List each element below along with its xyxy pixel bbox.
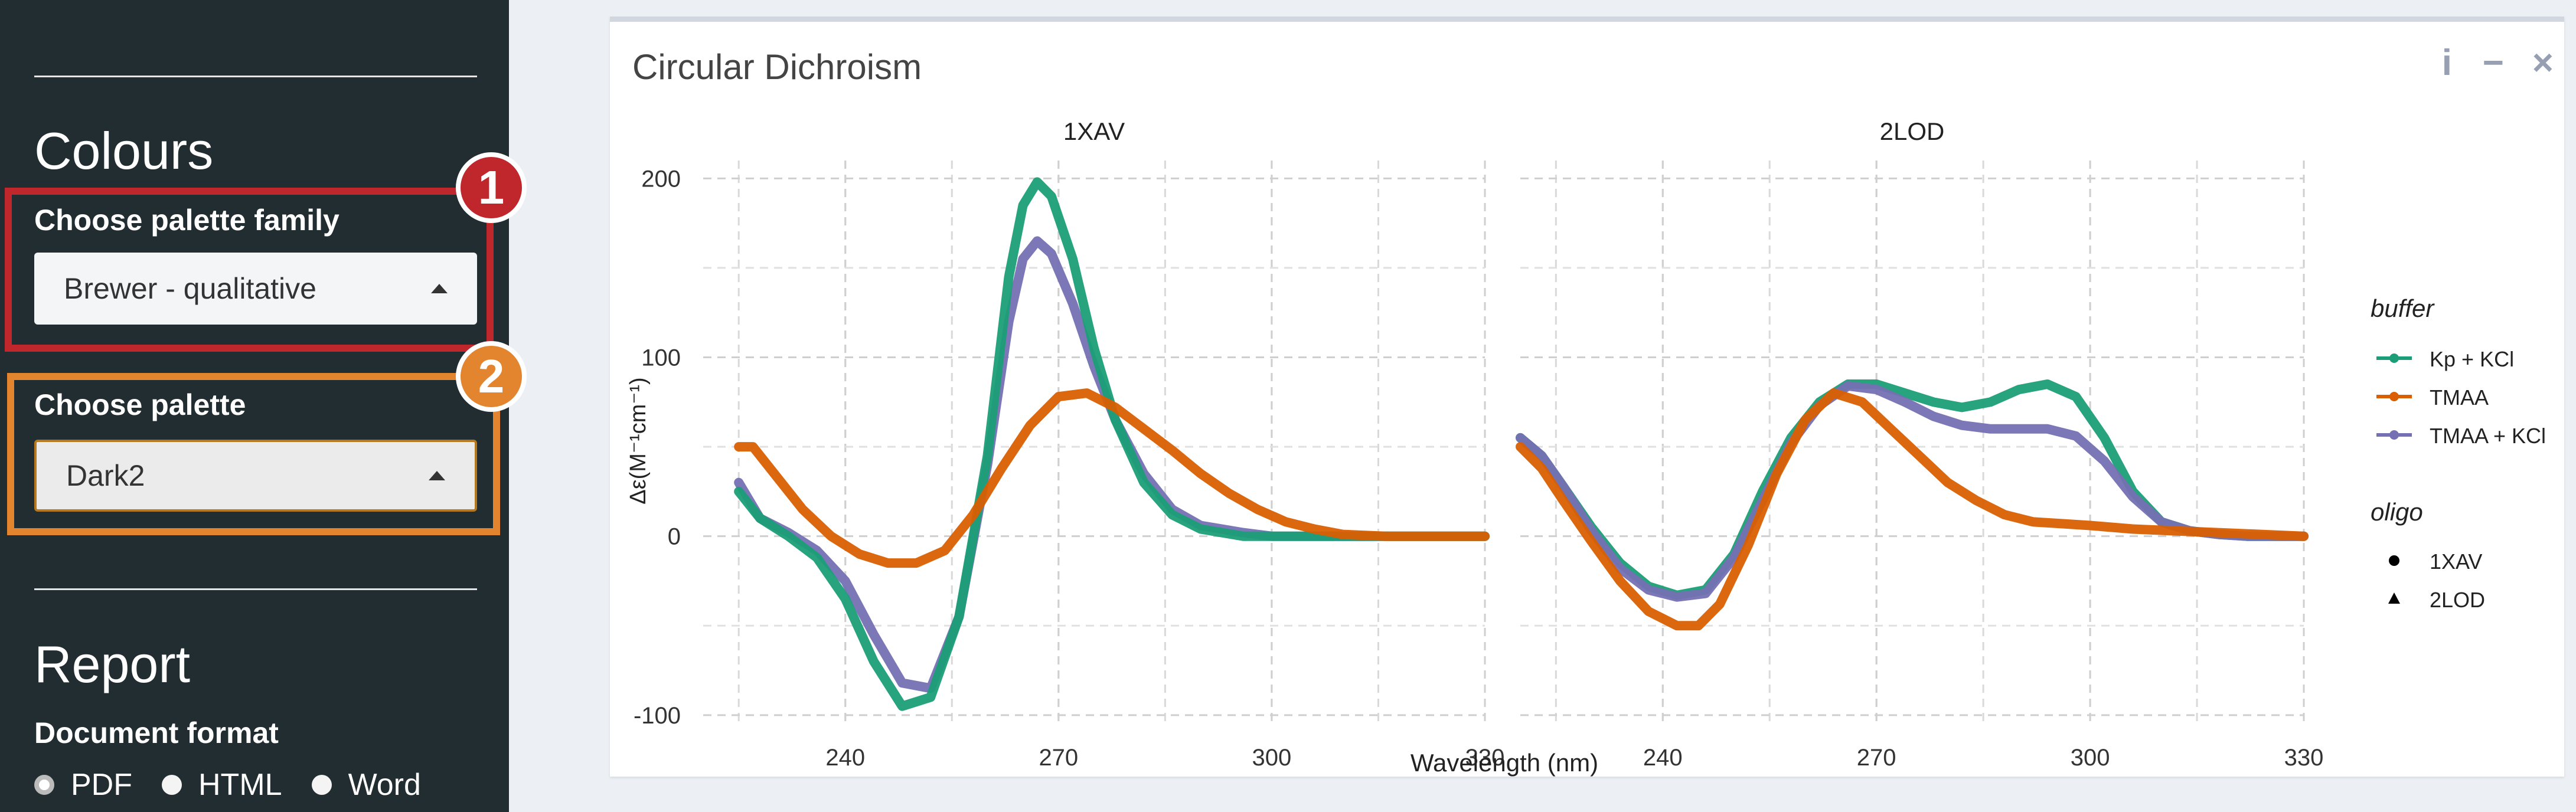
series-line [1520, 384, 2304, 595]
document-format-radios: PDF HTML Word [34, 764, 450, 806]
legend-item-oligo: 1XAV [2430, 549, 2482, 574]
sidebar-divider [34, 76, 477, 77]
legend-item-buffer: Kp + KCl [2430, 347, 2514, 371]
legend-title-oligo: oligo [2371, 498, 2423, 526]
panel-title: Circular Dichroism [632, 47, 922, 87]
legend-item-buffer: TMAA [2430, 385, 2489, 410]
series-line [1520, 393, 2304, 626]
x-axis-label: Wavelength (nm) [1411, 749, 1598, 777]
radio-html-label[interactable]: HTML [198, 767, 282, 803]
x-tick-label: 270 [1039, 745, 1078, 771]
colours-section-title: Colours [34, 121, 213, 181]
legend-item-buffer: TMAA + KCl [2430, 424, 2546, 448]
sidebar: Colours Choose palette family Brewer - q… [0, 0, 509, 812]
palette-family-value: Brewer - qualitative [64, 271, 316, 306]
legend-key-point [2389, 353, 2399, 363]
x-tick-label: 300 [2071, 745, 2110, 771]
legend-title-buffer: buffer [2371, 294, 2435, 322]
radio-word[interactable] [312, 775, 332, 795]
palette-family-label: Choose palette family [34, 203, 339, 237]
legend-key-triangle [2388, 592, 2400, 604]
annotation-badge-2: 2 [456, 341, 527, 412]
caret-up-icon [431, 284, 448, 293]
caret-up-icon [429, 471, 445, 480]
chart-panel: Circular Dichroism i − × 240 270 300 330 1XA… [610, 17, 2564, 777]
x-tick-label: 330 [2284, 745, 2324, 771]
report-section-title: Report [34, 634, 190, 695]
facet-title: 2LOD [1880, 117, 1945, 145]
document-format-label: Document format [34, 716, 279, 750]
x-tick-label: 240 [825, 745, 865, 771]
facet-title: 1XAV [1063, 117, 1125, 145]
y-tick-label: 0 [668, 524, 681, 550]
radio-pdf[interactable] [34, 775, 54, 795]
sidebar-divider [34, 588, 477, 590]
y-axis-label: Δε(M⁻¹cm⁻¹) [626, 377, 651, 504]
radio-html[interactable] [162, 775, 182, 795]
legend-key-point [2389, 430, 2399, 440]
series-line [739, 182, 1485, 706]
radio-pdf-label[interactable]: PDF [71, 767, 132, 803]
legend-key-point [2389, 392, 2399, 401]
series-line [1520, 386, 2304, 597]
close-icon[interactable]: × [2532, 42, 2554, 84]
palette-family-select[interactable]: Brewer - qualitative [34, 253, 477, 325]
palette-label: Choose palette [34, 388, 246, 422]
x-tick-label: 240 [1643, 745, 1683, 771]
minimize-icon[interactable]: − [2483, 42, 2504, 84]
info-icon[interactable]: i [2442, 42, 2452, 84]
x-tick-label: 270 [1857, 745, 1896, 771]
y-tick-label: 200 [641, 166, 681, 192]
x-tick-label: 300 [1252, 745, 1292, 771]
palette-value: Dark2 [66, 459, 145, 493]
annotation-badge-1: 1 [456, 152, 527, 223]
y-tick-label: -100 [634, 703, 681, 729]
legend-item-oligo: 2LOD [2430, 588, 2485, 612]
y-tick-label: 100 [641, 345, 681, 371]
legend-key-circle [2389, 555, 2399, 566]
palette-select[interactable]: Dark2 [34, 440, 477, 512]
radio-word-label[interactable]: Word [348, 767, 421, 803]
